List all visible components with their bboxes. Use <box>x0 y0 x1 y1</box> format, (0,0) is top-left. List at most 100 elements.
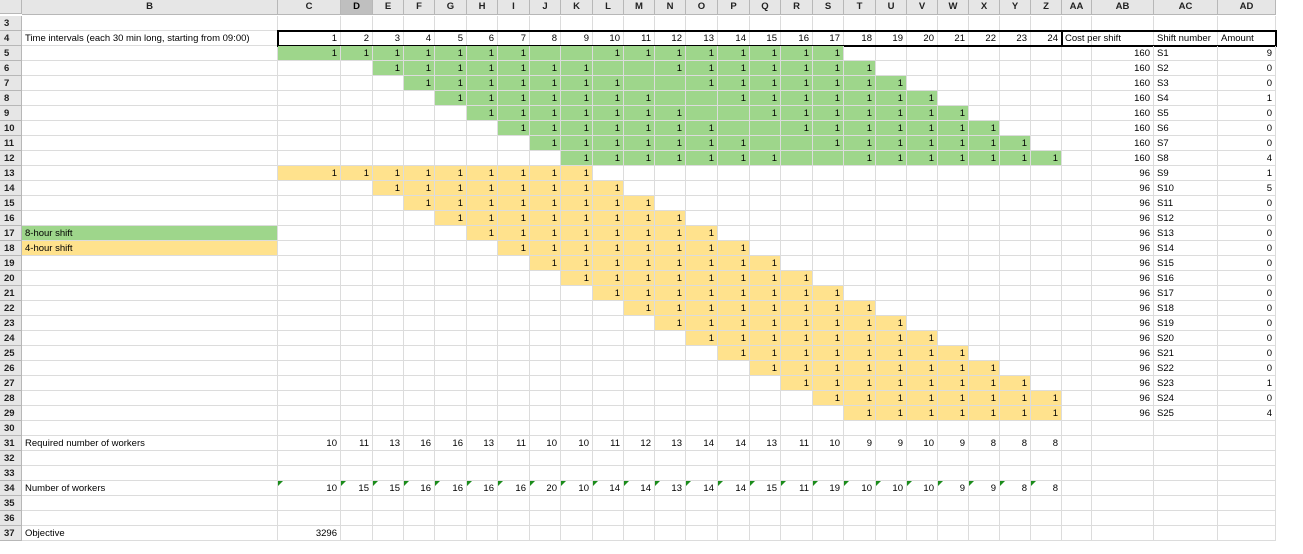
shift-amount-cell[interactable]: 0 <box>1218 256 1276 271</box>
empty-cell[interactable] <box>530 376 561 391</box>
empty-cell[interactable] <box>907 316 938 331</box>
empty-cell[interactable] <box>278 406 341 421</box>
shift-cell[interactable]: 1 <box>781 46 813 61</box>
empty-cell[interactable] <box>341 226 373 241</box>
empty-cell[interactable] <box>561 421 593 436</box>
shift-cell[interactable]: 1 <box>844 151 876 166</box>
empty-cell[interactable] <box>1062 346 1092 361</box>
shift-cell[interactable]: 1 <box>561 61 593 76</box>
shift-cell[interactable]: 1 <box>593 271 624 286</box>
shift-cell[interactable]: 1 <box>844 301 876 316</box>
empty-cell[interactable] <box>1000 286 1031 301</box>
shift-cell[interactable]: 1 <box>750 286 781 301</box>
shift-cell[interactable]: 1 <box>655 286 686 301</box>
empty-cell[interactable] <box>22 346 278 361</box>
interval-header-cell[interactable]: 10 <box>593 31 624 46</box>
empty-cell[interactable] <box>341 151 373 166</box>
required-workers-cell[interactable]: 16 <box>404 436 435 451</box>
empty-cell[interactable] <box>341 61 373 76</box>
empty-cell[interactable] <box>467 271 498 286</box>
shift-cell[interactable]: 1 <box>561 91 593 106</box>
empty-cell[interactable] <box>467 421 498 436</box>
row-header-31[interactable]: 31 <box>0 436 22 451</box>
empty-cell[interactable] <box>498 151 530 166</box>
empty-cell[interactable] <box>278 136 341 151</box>
shift-cost-cell[interactable]: 96 <box>1092 196 1154 211</box>
empty-cell[interactable] <box>435 301 467 316</box>
empty-cell[interactable] <box>22 361 278 376</box>
empty-cell[interactable] <box>373 346 404 361</box>
shift-amount-cell[interactable]: 4 <box>1218 151 1276 166</box>
empty-cell[interactable] <box>530 301 561 316</box>
shift-name-cell[interactable]: S6 <box>1154 121 1218 136</box>
shift-amount-cell[interactable]: 0 <box>1218 286 1276 301</box>
shift-amount-cell[interactable]: 0 <box>1218 211 1276 226</box>
empty-cell[interactable] <box>435 121 467 136</box>
empty-cell[interactable] <box>530 451 561 466</box>
empty-cell[interactable] <box>373 136 404 151</box>
shift-cell[interactable]: 1 <box>530 256 561 271</box>
shift-cost-cell[interactable]: 96 <box>1092 241 1154 256</box>
empty-cell[interactable] <box>278 91 341 106</box>
empty-cell[interactable] <box>561 346 593 361</box>
shift-cell[interactable]: 1 <box>907 406 938 421</box>
empty-cell[interactable] <box>278 106 341 121</box>
column-header-h[interactable]: H <box>467 0 498 15</box>
shift-cell[interactable]: 1 <box>813 301 844 316</box>
interval-header-cell[interactable]: 8 <box>530 31 561 46</box>
empty-cell[interactable] <box>938 76 969 91</box>
shift-cell[interactable]: 1 <box>530 121 561 136</box>
empty-cell[interactable] <box>624 316 655 331</box>
empty-cell[interactable] <box>1031 136 1062 151</box>
empty-cell[interactable] <box>373 466 404 481</box>
shift-cell[interactable]: 1 <box>655 256 686 271</box>
number-of-workers-cell[interactable]: 14 <box>593 481 624 496</box>
empty-cell[interactable] <box>655 391 686 406</box>
empty-cell[interactable] <box>530 331 561 346</box>
empty-cell[interactable] <box>844 211 876 226</box>
empty-cell[interactable] <box>718 406 750 421</box>
empty-cell[interactable] <box>278 151 341 166</box>
empty-cell[interactable] <box>750 406 781 421</box>
empty-cell[interactable] <box>876 286 907 301</box>
empty-cell[interactable] <box>404 346 435 361</box>
empty-cell[interactable] <box>1031 271 1062 286</box>
empty-cell[interactable] <box>844 256 876 271</box>
empty-cell[interactable] <box>624 496 655 511</box>
empty-cell[interactable] <box>435 241 467 256</box>
empty-cell[interactable] <box>22 331 278 346</box>
empty-cell[interactable] <box>404 376 435 391</box>
empty-cell[interactable] <box>341 256 373 271</box>
shift-name-cell[interactable]: S25 <box>1154 406 1218 421</box>
empty-cell[interactable] <box>876 511 907 526</box>
column-header-r[interactable]: R <box>781 0 813 15</box>
interval-header-cell[interactable]: 13 <box>686 31 718 46</box>
empty-cell[interactable] <box>22 391 278 406</box>
empty-cell[interactable] <box>404 91 435 106</box>
shift-cell[interactable]: 1 <box>938 106 969 121</box>
interval-header-cell[interactable]: 24 <box>1031 31 1062 46</box>
empty-cell[interactable] <box>969 46 1000 61</box>
shift-cell[interactable]: 1 <box>844 121 876 136</box>
empty-cell[interactable] <box>341 181 373 196</box>
empty-cell[interactable] <box>498 406 530 421</box>
empty-cell[interactable] <box>22 316 278 331</box>
empty-cell[interactable] <box>1154 16 1218 31</box>
shift-cell[interactable] <box>655 76 686 91</box>
empty-cell[interactable] <box>624 16 655 31</box>
empty-cell[interactable] <box>561 331 593 346</box>
required-workers-cell[interactable]: 8 <box>1000 436 1031 451</box>
empty-cell[interactable] <box>435 136 467 151</box>
select-all-corner[interactable] <box>0 0 22 14</box>
empty-cell[interactable] <box>1154 526 1218 541</box>
empty-cell[interactable] <box>530 496 561 511</box>
shift-cost-cell[interactable]: 160 <box>1092 106 1154 121</box>
number-of-workers-cell[interactable]: 15 <box>341 481 373 496</box>
objective-value-cell[interactable]: 3296 <box>278 526 341 541</box>
empty-cell[interactable] <box>373 391 404 406</box>
row-header-19[interactable]: 19 <box>0 256 22 271</box>
empty-cell[interactable] <box>22 136 278 151</box>
empty-cell[interactable] <box>373 496 404 511</box>
row-header-7[interactable]: 7 <box>0 76 22 91</box>
empty-cell[interactable] <box>938 16 969 31</box>
